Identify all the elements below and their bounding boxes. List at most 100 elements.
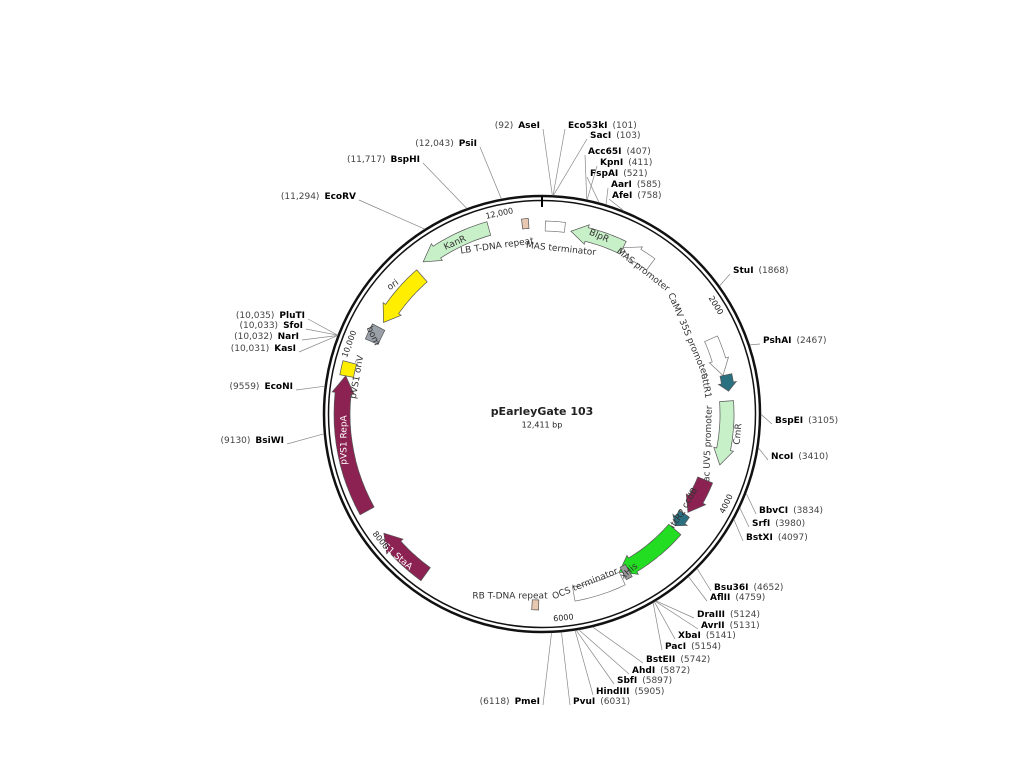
site-position: (585) (637, 180, 661, 190)
site-name: SfoI (283, 321, 303, 331)
site-leader (655, 601, 699, 630)
scale-label: 2000 (707, 294, 725, 316)
site-label: PvuI (6031) (573, 697, 630, 707)
site-label: (92) AseI (495, 121, 540, 131)
site-label: (9559) EcoNI (230, 382, 293, 392)
site-leader (286, 433, 324, 445)
site-position: (758) (637, 191, 661, 201)
site-name: SacI (590, 131, 611, 141)
site-name: AhdI (632, 666, 655, 676)
site-name: KpnI (600, 158, 623, 168)
site-leader (696, 568, 712, 592)
feature-shape (672, 509, 690, 527)
site-label: Acc65I (407) (588, 147, 651, 157)
site-name: PacI (665, 642, 686, 652)
feature-label: lac UV5 promoter (702, 405, 715, 485)
site-leader (745, 493, 757, 515)
feature-shape (685, 476, 714, 513)
site-name: EcoRV (324, 192, 356, 202)
site-label: SacI (103) (590, 131, 640, 141)
site-leader (688, 576, 708, 602)
feature-label: RB T-DNA repeat (472, 592, 548, 602)
site-name: HindIII (596, 687, 630, 697)
site-leader (739, 507, 750, 528)
site-label: DraIII (5124) (697, 610, 760, 620)
site-label: BstEII (5742) (646, 655, 710, 665)
feature-shape (531, 599, 540, 611)
site-position: (5131) (730, 621, 760, 631)
site-name: AarI (611, 180, 632, 190)
site-position: (5897) (642, 676, 672, 686)
site-leader (542, 632, 552, 706)
site-leader (592, 626, 644, 664)
site-leader (586, 165, 598, 200)
site-name: BbvCI (759, 506, 788, 516)
feature-shape (572, 571, 626, 602)
feature-label: pVS1 RepA (340, 414, 350, 464)
feature-shape (570, 224, 627, 255)
site-position: (10,031) (231, 344, 270, 354)
site-leader (301, 335, 338, 341)
site-label: PacI (5154) (665, 642, 721, 652)
site-label: HindIII (5905) (596, 687, 664, 697)
site-leader (719, 273, 731, 287)
site-position: (11,717) (347, 155, 386, 165)
site-leader (578, 629, 630, 675)
site-label: StuI (1868) (733, 266, 788, 276)
site-name: BspHI (390, 155, 420, 165)
site-position: (521) (623, 169, 647, 179)
site-position: (5872) (660, 666, 690, 676)
site-name: SrfI (752, 519, 770, 529)
site-name: PvuI (573, 697, 595, 707)
site-label: PshAI (2467) (763, 336, 826, 346)
site-position: (10,035) (236, 311, 275, 321)
site-position: (92) (495, 121, 513, 131)
site-label: Eco53kI (101) (568, 121, 637, 131)
site-label: (10,031) KasI (231, 344, 296, 354)
site-label: (11,294) EcoRV (281, 192, 356, 202)
site-label: SrfI (3980) (752, 519, 805, 529)
site-leader (574, 630, 594, 696)
feature-shape (544, 220, 566, 233)
site-leader (307, 318, 338, 336)
scale-label: 6000 (553, 612, 574, 623)
site-position: (10,032) (234, 332, 273, 342)
feature-shape (619, 563, 633, 581)
site-leader (749, 343, 761, 346)
plasmid-name: pEarleyGate 103 (491, 405, 594, 418)
site-position: (2467) (797, 336, 827, 346)
site-label: (10,035) PluTI (236, 311, 305, 321)
site-name: AfeI (612, 191, 632, 201)
site-name: EcoNI (264, 382, 293, 392)
site-label: AarI (585) (611, 180, 661, 190)
feature-shape (331, 375, 375, 516)
site-label: (10,033) SfoI (240, 321, 303, 331)
site-label: AfeI (758) (612, 191, 662, 201)
site-name: XbaI (678, 631, 701, 641)
site-label: SbfI (5897) (617, 676, 672, 686)
site-position: (5742) (680, 655, 710, 665)
site-name: Acc65I (588, 147, 622, 157)
site-name: KasI (274, 344, 296, 354)
scale-label: 10,000 (340, 329, 358, 358)
scale-label: 12,000 (485, 206, 514, 221)
site-leader (608, 198, 625, 212)
feature-shape (618, 523, 682, 575)
site-label: NcoI (3410) (771, 452, 828, 462)
site-label: AflII (4759) (710, 593, 765, 603)
site-position: (4652) (754, 583, 784, 593)
site-position: (407) (627, 147, 651, 157)
site-leader (758, 447, 769, 461)
feature-shape (704, 335, 730, 377)
feature-shape (339, 360, 357, 378)
site-name: DraIII (697, 610, 725, 620)
site-name: AseI (518, 121, 540, 131)
site-leader (305, 328, 338, 336)
feature-label: attR1 (698, 373, 712, 399)
site-label: Bsu36I (4652) (714, 583, 783, 593)
site-position: (5905) (635, 687, 665, 697)
site-name: PshAI (763, 336, 792, 346)
site-name: NarI (278, 332, 299, 342)
